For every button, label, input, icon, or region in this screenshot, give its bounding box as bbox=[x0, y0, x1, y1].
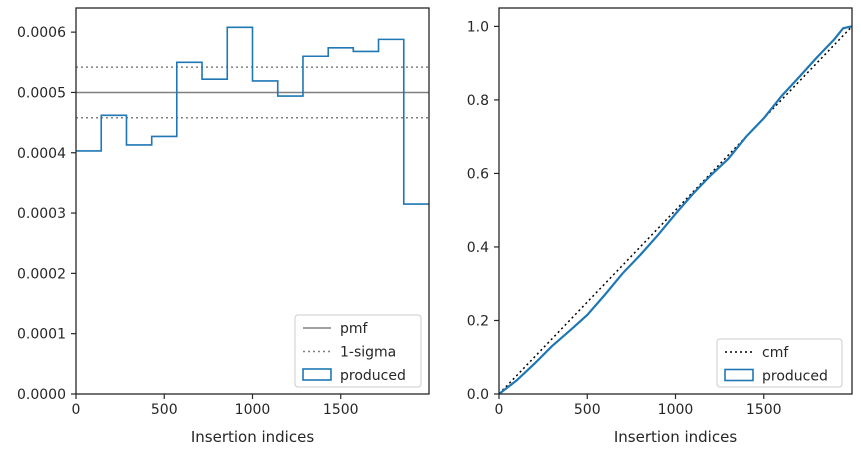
y-tick-label: 0.6 bbox=[467, 166, 489, 182]
x-tick-label: 1500 bbox=[746, 402, 782, 418]
legend-box bbox=[716, 338, 843, 388]
y-tick-label: 0.0 bbox=[467, 387, 489, 403]
y-tick-label: 0.8 bbox=[467, 93, 489, 109]
x-axis-label: Insertion indices bbox=[614, 428, 737, 446]
axes-frame bbox=[498, 7, 853, 395]
y-tick-label: 0.4 bbox=[467, 240, 489, 256]
legend-label-produced: produced bbox=[762, 369, 828, 385]
y-tick-label: 0.0000 bbox=[17, 387, 66, 403]
x-tick-label: 0 bbox=[495, 402, 504, 418]
legend-label-cmf: cmf bbox=[762, 345, 789, 361]
legend-label-pmf: pmf bbox=[340, 321, 369, 337]
y-tick-label: 0.0006 bbox=[17, 25, 66, 41]
x-tick-label: 0 bbox=[72, 402, 81, 418]
series-produced-histogram bbox=[76, 26, 429, 205]
x-tick-label: 500 bbox=[574, 402, 601, 418]
x-tick-label: 1500 bbox=[323, 402, 359, 418]
y-tick-label: 1.0 bbox=[467, 19, 489, 35]
y-tick-label: 0.0003 bbox=[17, 206, 66, 222]
series-produced-line bbox=[499, 25, 852, 394]
y-tick-label: 0.0004 bbox=[17, 146, 66, 162]
y-tick-label: 0.0005 bbox=[17, 85, 66, 101]
y-tick-label: 0.0001 bbox=[17, 327, 66, 343]
legend: pmf 1-sigma produced bbox=[294, 314, 422, 388]
left-panel-pmf: 0 500 1000 1500 0.0000 0.0001 0.0002 0.0003 0.00… bbox=[17, 7, 430, 446]
legend-label-1-sigma: 1-sigma bbox=[340, 345, 396, 361]
x-axis-label: Insertion indices bbox=[191, 428, 314, 446]
x-tick-label: 500 bbox=[151, 402, 178, 418]
y-tick-label: 0.2 bbox=[467, 313, 489, 329]
x-tick-label: 1000 bbox=[658, 402, 694, 418]
legend-handle-produced bbox=[724, 368, 754, 382]
x-tick-label: 1000 bbox=[235, 402, 271, 418]
right-panel-cmf: 0 500 1000 1500 0.0 0.2 0.4 0.6 0.8 1.0 Insertion … bbox=[467, 7, 853, 446]
legend-handle-produced bbox=[302, 368, 332, 381]
plot-area bbox=[499, 25, 852, 394]
plot-area bbox=[76, 26, 429, 205]
y-tick-label: 0.0002 bbox=[17, 266, 66, 282]
legend: cmf produced bbox=[716, 338, 843, 388]
legend-label-produced: produced bbox=[340, 368, 406, 384]
